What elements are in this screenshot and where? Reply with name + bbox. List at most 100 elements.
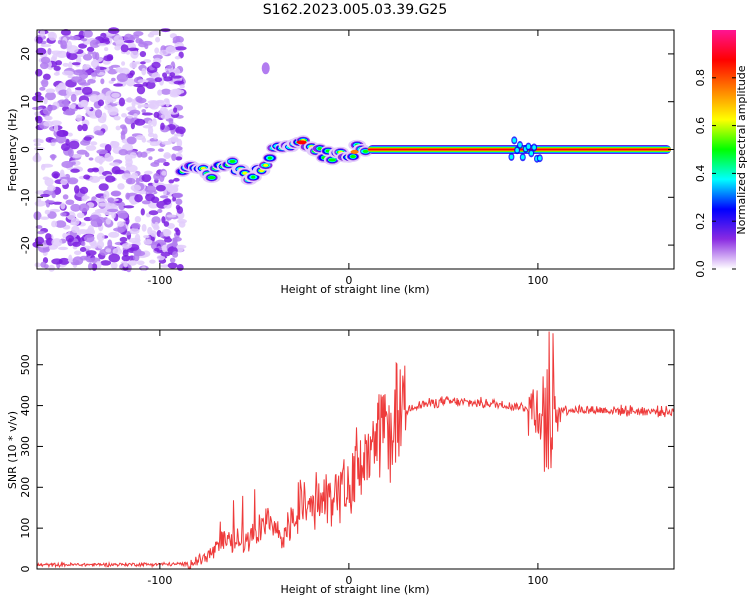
spectrogram-noise-blob [115, 125, 121, 131]
spectrogram-noise-blob [174, 46, 187, 51]
spectrogram-noise-blob [89, 94, 99, 103]
colorbar-tick-label: 0.4 [694, 165, 707, 183]
spectrogram-noise-blob [70, 218, 80, 226]
snr-frame [36, 329, 675, 570]
spectrogram-noise-blob [131, 99, 136, 108]
spectrogram-ridge-layer [174, 135, 671, 186]
spectrogram-noise-blob [57, 246, 69, 251]
snr-x-tick-label: -100 [147, 574, 172, 587]
spectrogram-noise-blob [171, 145, 183, 151]
spectrogram-noise-blob [107, 27, 120, 34]
spectrogram-noise-blob [173, 177, 180, 182]
spectrogram-noise-blob [148, 156, 153, 161]
spectrogram-noise-blob [104, 47, 109, 52]
spectrogram-noise-blob [96, 208, 104, 213]
spectrogram-noise-blob [159, 106, 167, 115]
spectrogram-ridge-blob [520, 155, 525, 160]
spectrogram-noise-blob [111, 92, 120, 98]
spectrogram-noise-blob [175, 198, 183, 205]
spectrogram-noise-blob [161, 141, 172, 145]
spectrogram-noise-blob [163, 161, 170, 167]
spectrogram-noise-blob [50, 138, 58, 143]
spectrogram-noise-blob [123, 260, 128, 268]
spectrogram-noise-blob [143, 234, 150, 239]
snr-y-tick-label: 100 [19, 518, 32, 539]
spectrogram-noise-blob [261, 62, 270, 75]
spectrogram-noise-blob [79, 82, 91, 86]
spectrogram-noise-blob [43, 120, 54, 127]
spectrogram-ridge-blob [537, 156, 542, 161]
spectrogram-noise-blob [94, 198, 106, 202]
spectrogram-noise-blob [75, 114, 83, 122]
spectrogram-noise-blob [173, 133, 182, 137]
spectrogram-noise-blob [148, 210, 159, 216]
spectrogram-noise-blob [141, 67, 147, 76]
spectrogram-noise-blob [35, 68, 43, 77]
spectrogram-noise-blob [35, 36, 43, 44]
spectrogram-noise-blob [68, 254, 73, 263]
spectrogram-noise-blob [44, 200, 55, 204]
colorbar-label: Normalized spectral amplitude [735, 65, 748, 234]
spectrogram-ridge-blob [251, 175, 256, 179]
spectrogram-noise-blob [37, 230, 45, 235]
spectrogram-noise-blob [67, 52, 78, 61]
spectrogram-noise-blob [102, 112, 107, 121]
spectrogram-noise-blob [125, 192, 131, 200]
spectrogram-noise-blob [100, 78, 105, 85]
spectrogram-ridge-peak [350, 149, 359, 154]
spectrogram-noise-blob [117, 221, 125, 227]
spectrogram-noise-blob [80, 99, 89, 107]
spectrogram-y-ticks: -20 -10 0 10 20 [19, 47, 674, 254]
spectrogram-noise-blob [97, 43, 107, 47]
spectrogram-noise-blob [70, 168, 80, 173]
spectrogram-noise-blob [157, 148, 164, 152]
spectrogram-noise-blob [79, 246, 87, 253]
spectrogram-noise-blob [125, 177, 136, 185]
spectrogram-noise-blob [119, 236, 128, 243]
spectrogram-noise-blob [69, 104, 76, 109]
spectrogram-noise-blob [134, 194, 143, 203]
spectrogram-noise-blob [78, 203, 90, 213]
spectrogram-noise-blob [165, 46, 177, 54]
spectrogram-noise-blob [154, 221, 159, 230]
spectrogram-noise-blob [167, 262, 178, 269]
spectrogram-noise-blob [107, 197, 115, 203]
spectrogram-noise-blob [146, 147, 155, 152]
spectrogram-x-tick-label: 100 [527, 274, 548, 287]
spectrogram-noise-blob [127, 47, 139, 51]
spectrogram-noise-blob [90, 72, 98, 77]
spectrogram-noise-blob [60, 178, 68, 186]
spectrogram-noise-blob [104, 104, 113, 111]
spectrogram-noise-blob [60, 28, 71, 36]
spectrogram-noise-blob [96, 65, 101, 74]
spectrogram-noise-blob [51, 154, 56, 161]
spectrogram-noise-blob [68, 35, 81, 41]
spectrogram-noise-blob [119, 213, 128, 219]
spectrogram-noise-blob [92, 168, 100, 173]
spectrogram-noise-blob [134, 250, 146, 257]
spectrogram-noise-blob [131, 222, 141, 229]
spectrogram-noise-blob [52, 201, 63, 205]
spectrogram-noise-blob [160, 264, 170, 268]
spectrogram-noise-blob [136, 85, 146, 95]
spectrogram-noise-blob [70, 93, 77, 103]
spectrogram-noise-blob [67, 148, 74, 158]
spectrogram-noise-blob [159, 195, 169, 199]
spectrogram-noise-blob [90, 242, 98, 249]
spectrogram-noise-blob [77, 124, 83, 132]
spectrogram-noise-blob [35, 47, 47, 56]
spectrogram-noise-blob [39, 216, 50, 220]
spectrogram-noise-blob [129, 152, 137, 159]
spectrogram-noise-blob [72, 241, 81, 247]
spectrogram-noise-blob [135, 177, 140, 184]
spectrogram-y-tick-label: 0 [19, 146, 32, 153]
spectrogram-x-tick-label: 0 [345, 274, 352, 287]
spectrogram-noise-blob [118, 201, 126, 211]
spectrogram-noise-blob [175, 156, 183, 161]
spectrogram-noise-blob [33, 138, 43, 143]
snr-panel: -100 0 100 0 100 200 300 400 500 Height of stra… [6, 329, 675, 596]
spectrogram-noise-blob [152, 133, 158, 140]
spectrogram-noise-blob [125, 158, 133, 166]
spectrogram-ridge-blob [526, 144, 531, 149]
